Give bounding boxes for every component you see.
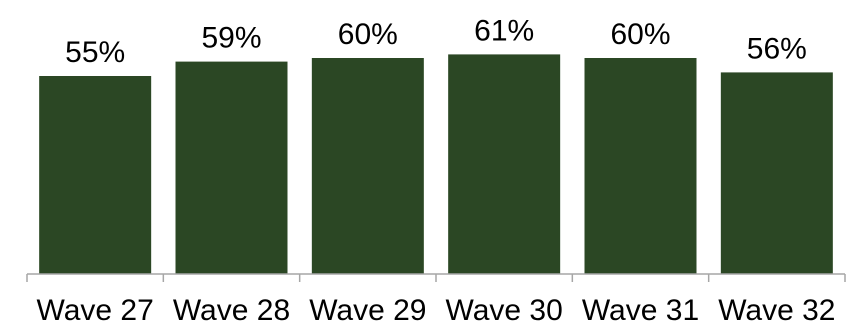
value-label: 60% [338,18,398,51]
x-tick-label: Wave 29 [309,294,426,327]
bars-layer [39,54,833,275]
x-axis [26,273,846,282]
x-tick-label: Wave 28 [173,294,290,327]
bar-wave-27 [39,76,152,274]
bar-wave-29 [311,58,424,274]
value-label: 61% [474,14,534,47]
x-tick-label: Wave 27 [37,294,154,327]
value-labels-layer: 55% 59% 60% 61% 60% 56% [65,14,807,69]
x-tick-label: Wave 30 [446,294,563,327]
value-label: 56% [747,32,807,65]
x-tick-label: Wave 32 [718,294,835,327]
value-label: 55% [65,36,125,69]
bar-wave-28 [175,61,288,274]
value-label: 59% [201,22,261,55]
bar-wave-32 [720,72,833,275]
value-label: 60% [610,18,670,51]
bar-wave-30 [448,54,561,275]
x-tick-label: Wave 31 [582,294,699,327]
x-tick-labels-layer: Wave 27 Wave 28 Wave 29 Wave 30 Wave 31 Wave … [37,294,836,327]
bar-wave-31 [584,58,697,274]
